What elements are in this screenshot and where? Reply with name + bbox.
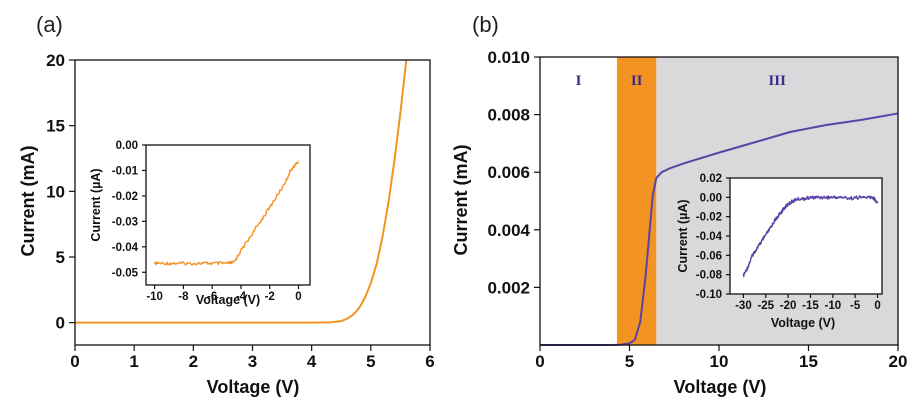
panel-a-xtick-label-2: 1: [129, 352, 138, 371]
panel-a-xtick-label-5: 4: [307, 352, 317, 371]
panel-b-ytick-label-3: 0.006: [487, 163, 530, 182]
panel-b-ylabel: Current (mA): [451, 144, 471, 255]
panel-b-series-line-1: [540, 112, 899, 346]
panel-b-region-label-1: I: [576, 73, 582, 89]
panel-b-ytick-label-2: 0.004: [487, 221, 530, 240]
panel-a-inset-series-line-1: [153, 161, 300, 266]
panel-b-xtick-label-1: 0: [535, 352, 544, 371]
panel-b-inset-xtick-label-3: -20: [780, 300, 797, 312]
panel-b-inset-xtick-label-2: -25: [757, 300, 774, 312]
panel-b-inset: -30 -25 -20 -15 -10 -5 0 0.02 0.00 -0.02 -0.04 -0.0…: [696, 173, 883, 312]
panel-a-xlabel: Voltage (V): [207, 377, 300, 397]
panel-b-inset-ytick-label-1: 0.02: [700, 173, 722, 185]
panel-a-ytick-label-5: 20: [46, 51, 65, 70]
panel-b-xtick-label-3: 10: [710, 352, 729, 371]
panel-b-inset-ytick-label-3: -0.02: [696, 212, 722, 224]
panel-b-xtick-label-2: 5: [625, 352, 634, 371]
panel-a-inset-xtick-label-5: -2: [265, 291, 275, 303]
panel-a-ytick-label-3: 10: [46, 182, 65, 201]
panel-a-ytick-label-1: 0: [56, 314, 65, 333]
panel-b-region-label-3: III: [768, 73, 786, 89]
panel-a-inset-ytick-label-5: -0.04: [112, 242, 139, 254]
panel-b-inset-xtick-label-5: -10: [825, 300, 842, 312]
panel-a-inset-xlabel: Voltage (V): [196, 293, 260, 307]
panel-a-inset-ytick-label-3: -0.02: [112, 191, 138, 203]
panel-a-inset-xtick-label-1: -10: [146, 291, 163, 303]
panel-a-xtick-label-7: 6: [425, 352, 434, 371]
panel-a-ytick-label-2: 5: [56, 248, 65, 267]
panel-a-inset-xtick-label-6: 0: [295, 291, 301, 303]
panel-a-inset-ytick-label-6: -0.05: [112, 267, 139, 279]
panel-b-ytick-label-4: 0.008: [487, 106, 530, 125]
panel-a-inset-ytick-label-2: -0.01: [112, 165, 139, 177]
panel-a-inset-xtick-label-3: -6: [207, 291, 217, 303]
panel-a-ytick-label-4: 15: [46, 117, 65, 136]
panel-b-label: (b): [472, 12, 499, 37]
panel-a-xtick-label-3: 2: [189, 352, 198, 371]
panel-b-xtick-label-5: 20: [889, 352, 908, 371]
panel-a-inset-frame: [145, 144, 311, 286]
panel-b-inset-xtick-label-4: -15: [802, 300, 819, 312]
panel-a-series-line-1: [75, 59, 408, 324]
panel-a-inset-xtick-label-2: -8: [178, 291, 189, 303]
panel-b-region-2: [616, 57, 657, 345]
panel-a-ylabel: Current (mA): [18, 145, 38, 256]
panel-b-ytick-label-1: 0.002: [487, 278, 530, 297]
panel-a-inset-xtick-label-4: -4: [236, 291, 247, 303]
panel-a-xtick-label-4: 3: [248, 352, 257, 371]
panel-b-inset-ytick-label-4: -0.04: [696, 231, 723, 243]
panel-a-inset-ytick-label-4: -0.03: [112, 216, 138, 228]
panel-b-inset-xlabel: Voltage (V): [771, 316, 835, 330]
panel-b-inset-ytick-label-6: -0.08: [696, 270, 723, 282]
panel-a-label: (a): [36, 12, 63, 37]
panel-b-inset-ylabel: Current (µA): [676, 199, 690, 272]
panel-b-inset-xtick-label-1: -30: [735, 300, 752, 312]
panel-b-inset-ytick-label-5: -0.06: [696, 250, 722, 262]
panel-b-inset-xtick-label-6: -5: [850, 300, 861, 312]
panel-a-inset: -10 -8 -6 -4 -2 0 0.00 -0.01 -0.02 -0.03 -0.04 -0.0…: [112, 140, 311, 303]
panel-b-region-1: [540, 57, 617, 345]
panel-b-xtick-label-4: 15: [799, 352, 818, 371]
panel-b-inset-series-line-1: [742, 195, 879, 278]
panel-a-inset-ytick-label-1: 0.00: [116, 140, 138, 152]
panel-b-inset-ytick-label-2: 0.00: [700, 192, 722, 204]
panel-a-xtick-label-6: 5: [366, 352, 375, 371]
panel-a-xtick-label-1: 0: [70, 352, 79, 371]
panel-a-inset-ylabel: Current (µA): [89, 168, 103, 241]
panel-b-xlabel: Voltage (V): [674, 377, 767, 397]
panel-b-ytick-label-5: 0.010: [487, 48, 530, 67]
panel-b-inset-xtick-label-7: 0: [874, 300, 880, 312]
panel-b-inset-ytick-label-7: -0.10: [696, 289, 722, 301]
panel-a: (a) 0 1 2 3 4 5 6 0 5 10 15 20 Voltage (V) Current …: [18, 12, 435, 397]
panel-b-region-label-2: II: [631, 73, 643, 89]
